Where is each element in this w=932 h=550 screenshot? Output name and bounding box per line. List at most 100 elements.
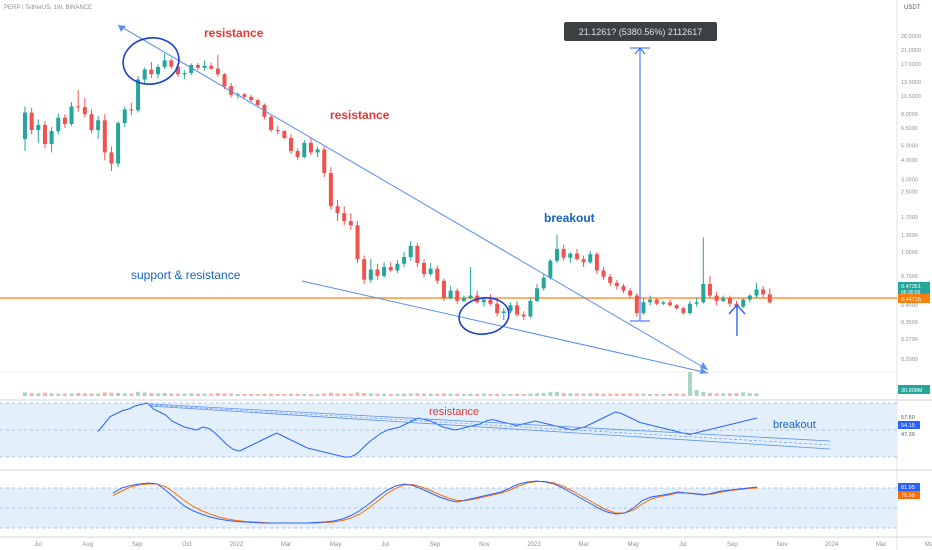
volume-bar (747, 393, 752, 396)
volume-bar (428, 393, 433, 396)
candle-body (707, 283, 712, 296)
rsi-resistance-line-1 (149, 403, 831, 442)
candle-body (481, 299, 486, 303)
candle-body (568, 253, 573, 258)
candle-body (362, 259, 367, 280)
candle-body (149, 69, 154, 75)
rsi-tick-lower: 47.39 (901, 432, 915, 438)
candle-body (209, 65, 214, 69)
volume-bar (255, 393, 260, 396)
candle-body (628, 290, 633, 296)
volume-bar (581, 393, 586, 396)
currency-label: USDT (904, 5, 921, 11)
candle-body (189, 64, 194, 73)
candle-body (89, 114, 94, 131)
volume-bar (648, 393, 653, 396)
volume-bar (308, 393, 313, 396)
volume-bar (441, 393, 446, 396)
stoch-k-line (112, 480, 758, 524)
price-tick-label: 1.3000 (901, 233, 918, 239)
volume-bar (282, 393, 287, 396)
candle-body (42, 124, 47, 145)
time-tick-label: 2022 (230, 542, 244, 548)
candle-body (621, 286, 626, 291)
volume-bar (628, 393, 633, 396)
support-price-badge (898, 294, 930, 303)
candle-body (555, 248, 559, 261)
stoch-d-label: 75.99 (901, 493, 915, 499)
candle-body (122, 109, 127, 124)
volume-bar (156, 393, 160, 396)
candle-body (681, 308, 686, 314)
time-tick-label: Jul (381, 542, 389, 548)
bottom-circle-highlight (458, 297, 510, 335)
support-trendline-arrow (700, 368, 708, 374)
candle-body (388, 267, 393, 271)
volume-bar (634, 393, 639, 396)
candle-body (688, 303, 692, 314)
price-tick-label: 8.0000 (901, 112, 918, 118)
candle-body (654, 299, 659, 304)
volume-bar (355, 392, 360, 396)
top-circle-highlight (122, 37, 180, 85)
price-tick-label: 0.3500 (901, 320, 918, 326)
candle-body (282, 131, 287, 138)
price-tick-label: 0.7000 (901, 274, 918, 280)
rsi-band (0, 403, 897, 457)
volume-bar (548, 392, 553, 396)
volume-bar (62, 393, 67, 396)
time-tick-label: Sep (132, 542, 143, 548)
candle-body (82, 107, 87, 115)
candle-body (62, 117, 67, 125)
resistance-trendline-arrow-end (700, 362, 708, 370)
candle-body (368, 269, 373, 280)
time-tick-label: Nov (777, 542, 788, 548)
candle-body (441, 280, 446, 299)
time-tick-label: Mar (876, 542, 886, 548)
candle-body (222, 74, 227, 87)
candle-body (56, 117, 61, 132)
candle-body (574, 253, 579, 260)
volume-bar (89, 393, 94, 396)
time-axis-ticks: Jul Aug Sep Oct 2022 Mar May Jul Sep Nov 2023 Mar Ma… (34, 542, 932, 548)
annotation-breakout-price: breakout (544, 211, 595, 225)
candle-body (761, 289, 766, 295)
volume-bar (23, 392, 27, 396)
volume-bar (608, 393, 613, 396)
candle-body (335, 206, 340, 214)
time-tick-label: Mar (578, 542, 588, 548)
stoch-band (0, 488, 897, 528)
volume-bar (435, 393, 440, 396)
candle-body (269, 116, 274, 131)
volume-bar (375, 393, 380, 396)
volume-bar (229, 393, 234, 396)
candle-body (102, 120, 107, 153)
candle-body (614, 282, 619, 287)
volume-bar (521, 393, 526, 396)
time-tick-label: 2024 (825, 542, 839, 548)
candle-body (767, 294, 772, 303)
stoch-k-badge (898, 483, 920, 491)
volume-bar (242, 393, 247, 396)
candle-body (382, 267, 387, 276)
candle-body (242, 94, 247, 97)
volume-bar (674, 393, 679, 396)
volume-bar (614, 393, 619, 396)
price-axis-ticks: 26.0000 21.0000 17.0000 13.0000 10.5000 8.000… (901, 34, 921, 363)
candle-body (594, 254, 599, 271)
volume-bar (601, 393, 606, 396)
candle-body (49, 131, 54, 145)
volume-bar (129, 393, 134, 396)
volume-bar (262, 393, 267, 396)
volume-bar (76, 393, 81, 396)
volume-bar (322, 393, 327, 396)
volume-bar (96, 393, 101, 396)
candle-body (674, 305, 679, 309)
volume-bar (588, 393, 593, 396)
volume-bar (535, 393, 540, 396)
candle-body (747, 295, 752, 300)
candle-body (96, 120, 101, 131)
price-tick-label: 0.2700 (901, 337, 918, 343)
candle-body (136, 79, 141, 111)
rsi-line (97, 402, 758, 458)
